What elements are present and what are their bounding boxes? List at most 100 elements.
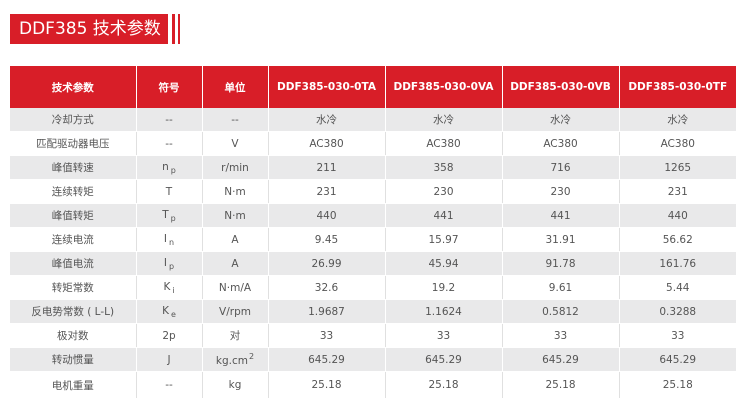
page-title-text: DDF385 技术参数 xyxy=(19,19,161,39)
header-model-0ta: DDF385-030-0TA xyxy=(268,66,386,108)
param-cell: 匹配驱动器电压 xyxy=(10,131,137,156)
symbol-text: -- xyxy=(165,379,173,391)
symbol-subscript: n xyxy=(169,237,175,247)
value-cell: 9.45 xyxy=(268,227,386,252)
value-cell: 25.18 xyxy=(619,371,736,399)
value-cell: 33 xyxy=(619,323,736,348)
value-cell: 211 xyxy=(268,155,386,180)
table-row: 峰值转速 n p r/min 211 358 716 1265 xyxy=(10,155,736,180)
unit-text: kg xyxy=(228,379,242,391)
value-cell: 水冷 xyxy=(268,108,386,132)
value-cell: 56.62 xyxy=(619,227,736,252)
table-row: 冷却方式 -- -- 水冷 水冷 水冷 水冷 xyxy=(10,108,736,132)
header-model-0tf: DDF385-030-0TF xyxy=(619,66,736,108)
symbol-subscript: p xyxy=(169,261,175,271)
value-cell: 32.6 xyxy=(268,275,386,300)
symbol-text: T xyxy=(162,208,169,221)
header-symbol: 符号 xyxy=(136,66,203,108)
unit-text: -- xyxy=(231,113,239,126)
value-cell: 440 xyxy=(619,203,736,228)
value-cell: AC380 xyxy=(502,131,620,156)
value-cell: 33 xyxy=(268,323,386,348)
symbol-subscript: p xyxy=(170,165,176,175)
value-cell: AC380 xyxy=(385,131,503,156)
title-accent-bar xyxy=(172,14,175,44)
unit-text: A xyxy=(231,233,239,246)
unit-text: N·m xyxy=(224,209,246,222)
value-cell: 645.29 xyxy=(385,347,503,372)
value-cell: 水冷 xyxy=(502,108,620,132)
value-cell: 33 xyxy=(502,323,620,348)
value-cell: 441 xyxy=(385,203,503,228)
table-row: 连续转矩 T N·m 231 230 230 231 xyxy=(10,179,736,204)
symbol-subscript: p xyxy=(170,213,176,223)
param-cell: 连续转矩 xyxy=(10,179,137,204)
value-cell: 440 xyxy=(268,203,386,228)
symbol-text: I xyxy=(163,256,168,269)
unit-cell: N·m/A xyxy=(202,275,269,300)
unit-cell: -- xyxy=(202,108,269,132)
unit-text: A xyxy=(231,257,239,270)
unit-text: N·m/A xyxy=(218,281,252,294)
value-cell: 19.2 xyxy=(385,275,503,300)
header-unit: 单位 xyxy=(202,66,269,108)
value-cell: 716 xyxy=(502,155,620,180)
value-cell: 358 xyxy=(385,155,503,180)
spec-table-body: 冷却方式 -- -- 水冷 水冷 水冷 水冷 匹配驱动器电压 -- V AC380 AC380 AC38… xyxy=(10,108,736,399)
symbol-cell: T xyxy=(136,179,203,204)
symbol-cell: -- xyxy=(136,108,203,132)
symbol-text: 2p xyxy=(162,329,176,342)
unit-text: V/rpm xyxy=(219,305,251,318)
header-model-0va: DDF385-030-0VA xyxy=(385,66,503,108)
symbol-text: K xyxy=(163,280,171,293)
symbol-cell: -- xyxy=(136,131,203,156)
unit-text: N·m xyxy=(224,185,246,198)
value-cell: 231 xyxy=(619,179,736,204)
unit-cell: 对 xyxy=(202,323,269,348)
unit-cell: A xyxy=(202,251,269,276)
value-cell: AC380 xyxy=(268,131,386,156)
symbol-subscript: e xyxy=(170,309,176,319)
param-cell: 峰值转矩 xyxy=(10,203,137,228)
param-cell: 电机重量 xyxy=(10,371,137,399)
value-cell: 0.5812 xyxy=(502,299,620,324)
value-cell: 25.18 xyxy=(502,371,620,399)
value-cell: AC380 xyxy=(619,131,736,156)
unit-cell: V xyxy=(202,131,269,156)
param-cell: 连续电流 xyxy=(10,227,137,252)
unit-text: 对 xyxy=(229,330,241,342)
unit-cell: A xyxy=(202,227,269,252)
value-cell: 31.91 xyxy=(502,227,620,252)
value-cell: 25.18 xyxy=(385,371,503,399)
symbol-text: -- xyxy=(165,137,173,150)
symbol-text: T xyxy=(165,185,173,198)
symbol-text: n xyxy=(162,160,169,173)
unit-cell: V/rpm xyxy=(202,299,269,324)
value-cell: 5.44 xyxy=(619,275,736,300)
page-title: DDF385 技术参数 xyxy=(10,14,168,44)
table-row: 匹配驱动器电压 -- V AC380 AC380 AC380 AC380 xyxy=(10,131,736,156)
value-cell: 1.9687 xyxy=(268,299,386,324)
value-cell: 45.94 xyxy=(385,251,503,276)
param-cell: 反电势常数 ( L-L) xyxy=(10,299,137,324)
value-cell: 441 xyxy=(502,203,620,228)
spec-table-header: 技术参数 符号 单位 DDF385-030-0TA DDF385-030-0VA… xyxy=(10,66,736,108)
value-cell: 230 xyxy=(502,179,620,204)
value-cell: 水冷 xyxy=(385,108,503,132)
value-cell: 26.99 xyxy=(268,251,386,276)
header-model-0vb: DDF385-030-0VB xyxy=(502,66,620,108)
value-cell: 15.97 xyxy=(385,227,503,252)
param-cell: 冷却方式 xyxy=(10,108,137,132)
value-cell: 91.78 xyxy=(502,251,620,276)
symbol-text: -- xyxy=(165,113,173,126)
